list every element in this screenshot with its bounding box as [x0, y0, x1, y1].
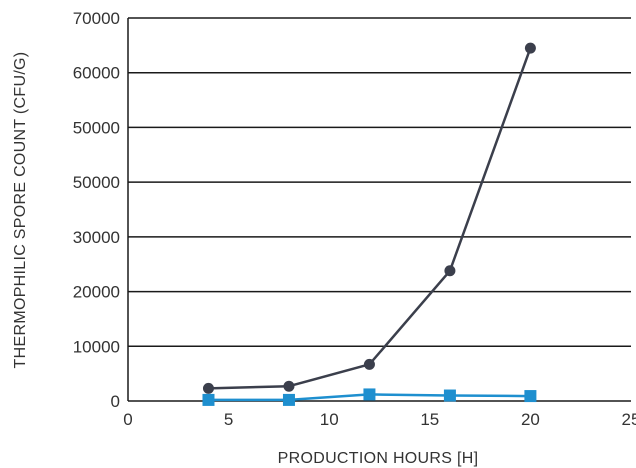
y-tick-label: 50000 — [73, 173, 120, 192]
y-tick-label: 70000 — [73, 9, 120, 28]
data-point — [202, 393, 215, 406]
x-tick-label: 5 — [224, 410, 233, 429]
data-point — [363, 388, 376, 401]
y-tick-label: 10000 — [73, 337, 120, 356]
data-point — [443, 389, 456, 402]
y-tick-label: 30000 — [73, 228, 120, 247]
x-tick-label: 25 — [622, 410, 636, 429]
x-tick-label: 10 — [320, 410, 339, 429]
data-point — [202, 382, 214, 394]
y-tick-label: 20000 — [73, 283, 120, 302]
data-point — [363, 358, 375, 370]
series-line — [208, 47, 532, 390]
data-point — [282, 393, 295, 406]
axes — [127, 18, 631, 402]
data-point — [283, 380, 295, 392]
x-tick-label: 0 — [123, 410, 132, 429]
data-point — [524, 390, 537, 403]
y-tick-label: 0 — [111, 392, 120, 411]
x-tick-label: 15 — [420, 410, 439, 429]
y-tick-label: 50000 — [73, 118, 120, 137]
x-tick-labels: 0 5 10 15 20 25 — [123, 410, 636, 429]
x-axis-label: PRODUCTION HOURS [H] — [278, 450, 479, 467]
x-tick-label: 20 — [521, 410, 540, 429]
y-tick-label: 60000 — [73, 64, 120, 83]
y-tick-labels: 0 10000 20000 30000 50000 50000 60000 70000 — [73, 9, 120, 411]
data-point — [444, 265, 456, 277]
series-layer — [202, 42, 537, 406]
y-axis-label: THERMOPHILIC SPORE COUNT (CFU/G) — [12, 52, 29, 369]
gridlines — [128, 17, 631, 348]
data-point — [524, 42, 536, 54]
